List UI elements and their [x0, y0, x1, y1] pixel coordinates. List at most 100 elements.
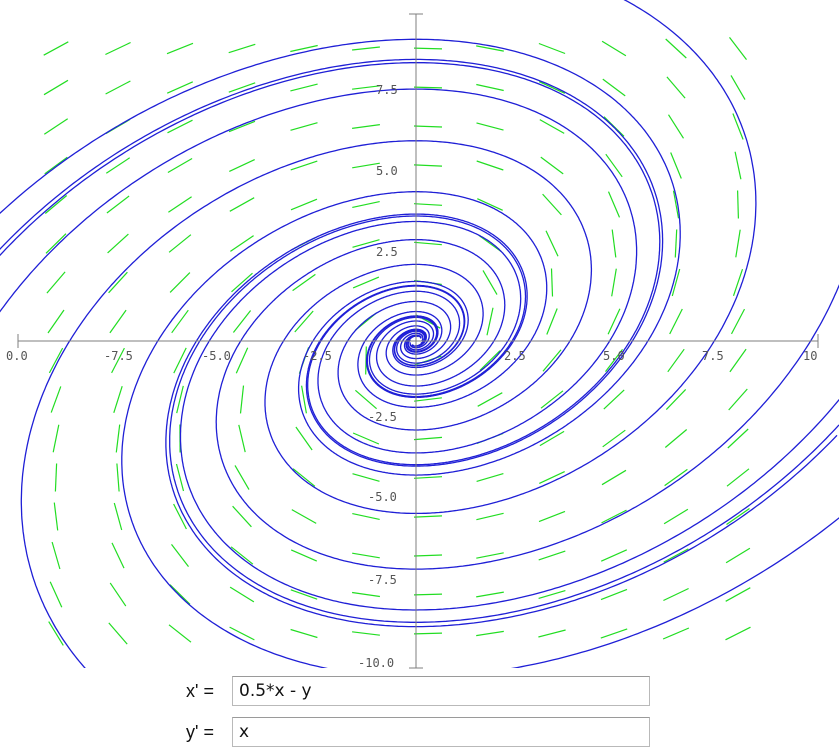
field-segment	[49, 581, 63, 608]
x-tick-label: 0.0	[6, 349, 28, 363]
x-equation-label: x' =	[186, 680, 214, 701]
field-segment	[234, 465, 250, 490]
field-segment	[540, 390, 564, 409]
field-segment	[413, 632, 443, 635]
x-tick-label: -5.0	[202, 349, 231, 363]
field-segment	[45, 233, 67, 254]
field-segment	[669, 308, 683, 335]
field-segment	[352, 276, 380, 289]
field-segment	[352, 591, 380, 598]
field-segment	[662, 627, 690, 640]
field-segment	[600, 549, 628, 562]
field-segment	[737, 190, 739, 219]
field-segment	[352, 46, 380, 51]
field-segment	[674, 229, 678, 258]
x-tick-label: 10	[803, 349, 817, 363]
field-segment	[290, 122, 318, 131]
trajectory-curve	[264, 0, 757, 515]
trajectory-curve	[0, 62, 661, 466]
field-segment	[290, 628, 318, 639]
field-segment	[290, 44, 318, 53]
field-segment	[169, 272, 191, 293]
field-segment	[295, 426, 313, 451]
field-segment	[479, 350, 501, 371]
x-tick-label: 5.0	[603, 349, 625, 363]
field-segment	[727, 428, 749, 449]
axes: 0.0 -7.5 -5.0 -2.5 2.5 5.0 7.5 10 7.5 5.…	[6, 13, 819, 670]
field-segment	[239, 385, 245, 414]
field-segment	[47, 309, 65, 334]
field-segment	[605, 153, 623, 178]
field-segment	[352, 162, 380, 169]
field-segment	[352, 513, 380, 520]
field-segment	[542, 193, 562, 216]
field-segment	[413, 203, 443, 206]
field-segment	[352, 85, 380, 90]
field-segment	[476, 45, 504, 52]
x-tick-label: -7.5	[104, 349, 133, 363]
field-segment	[111, 542, 125, 569]
field-segment	[539, 471, 565, 484]
y-equation-label: y' =	[186, 721, 214, 742]
field-segment	[729, 348, 747, 373]
x-equation-row: x' =	[186, 674, 650, 708]
x-tick-label: -2.5	[303, 349, 332, 363]
field-segment	[352, 201, 380, 208]
field-segment	[725, 626, 751, 641]
field-segment	[730, 308, 746, 335]
trajectories	[0, 0, 839, 668]
field-segment	[171, 309, 189, 334]
field-segment	[601, 40, 627, 57]
field-segment	[53, 502, 59, 531]
field-segment	[290, 83, 318, 92]
field-segment	[108, 622, 128, 645]
field-segment	[228, 43, 256, 54]
y-tick-label: -7.5	[368, 573, 397, 587]
trajectory-curve	[0, 88, 638, 454]
field-segment	[106, 195, 130, 214]
field-segment	[43, 41, 69, 56]
field-segment	[43, 79, 69, 96]
field-segment	[105, 80, 131, 95]
y-equation-input[interactable]	[232, 717, 650, 747]
field-segment	[301, 385, 307, 414]
field-segment	[171, 544, 189, 567]
field-segment	[730, 75, 746, 100]
field-segment	[413, 164, 443, 167]
field-segment	[476, 122, 504, 131]
field-segment	[413, 476, 443, 479]
field-segment	[355, 389, 377, 410]
field-segment	[235, 347, 249, 374]
field-segment	[48, 347, 64, 374]
x-equation-input[interactable]	[232, 676, 650, 706]
field-segment	[52, 424, 60, 453]
field-segment	[602, 429, 626, 448]
y-tick-label: -10.0	[358, 656, 394, 670]
field-segment	[726, 468, 750, 487]
field-segment	[166, 42, 194, 55]
field-segment	[476, 160, 504, 171]
field-segment	[486, 307, 494, 336]
field-segment	[602, 78, 626, 97]
field-segment	[538, 629, 566, 638]
field-segment	[550, 268, 554, 297]
field-segment	[229, 197, 255, 212]
field-segment	[603, 389, 625, 410]
field-segment	[611, 229, 617, 258]
field-segment	[109, 309, 127, 334]
field-segment	[413, 125, 443, 128]
field-segment	[113, 386, 123, 413]
field-segment	[664, 429, 688, 448]
field-segment	[291, 509, 317, 524]
field-segment	[600, 588, 628, 601]
phase-plane-plot[interactable]: 0.0 -7.5 -5.0 -2.5 2.5 5.0 7.5 10 7.5 5.…	[0, 0, 839, 670]
y-equation-row: y' =	[186, 715, 650, 749]
field-segment	[352, 473, 380, 482]
field-segment	[352, 552, 380, 559]
field-segment	[108, 271, 128, 294]
field-segment	[734, 151, 742, 180]
field-segment	[538, 550, 566, 561]
field-segment	[414, 241, 442, 246]
field-segment	[476, 512, 504, 521]
field-segment	[611, 268, 617, 297]
